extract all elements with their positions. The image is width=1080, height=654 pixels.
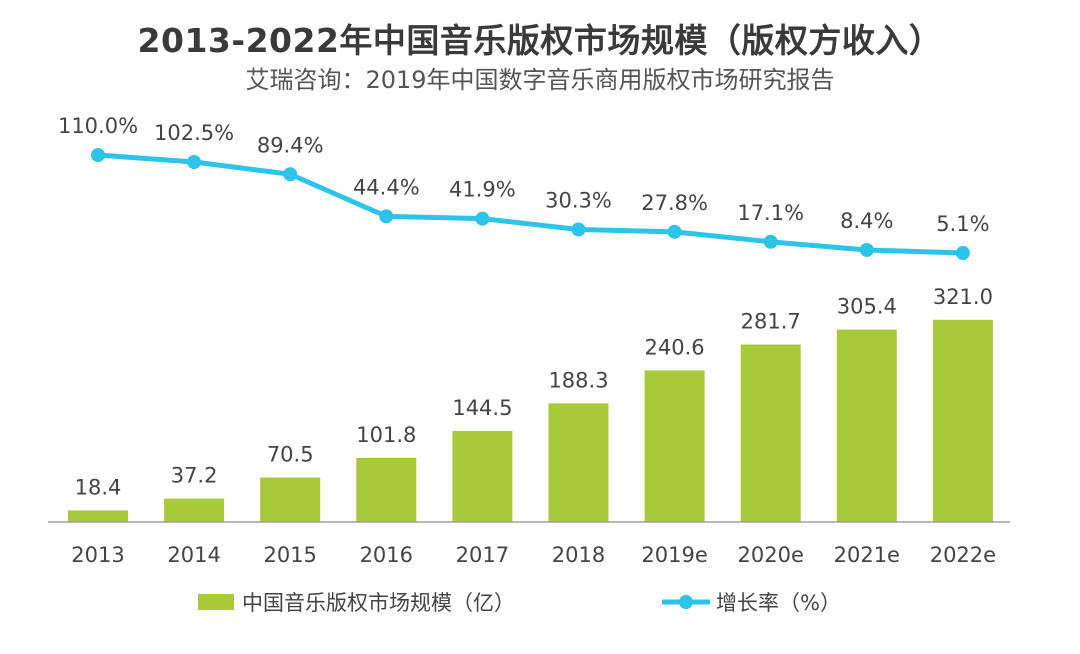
legend-bar-swatch bbox=[198, 594, 234, 610]
growth-point-2013 bbox=[91, 148, 105, 162]
bar-2019e bbox=[644, 370, 705, 522]
x-tick-2014: 2014 bbox=[167, 543, 220, 567]
growth-line bbox=[95, 152, 966, 256]
growth-label-2020e: 17.1% bbox=[737, 201, 804, 225]
bar-2022e bbox=[932, 319, 993, 522]
x-tick-2016: 2016 bbox=[360, 543, 413, 567]
x-tick-2013: 2013 bbox=[71, 543, 124, 567]
x-tick-2018: 2018 bbox=[552, 543, 605, 567]
legend-line-marker bbox=[679, 595, 693, 609]
growth-label-2018: 30.3% bbox=[545, 188, 612, 212]
growth-label-2019e: 27.8% bbox=[641, 191, 708, 215]
bar-2015 bbox=[260, 477, 321, 522]
bar-2020e bbox=[740, 344, 801, 522]
x-tick-2020e: 2020e bbox=[738, 543, 804, 567]
growth-line-series bbox=[91, 148, 970, 261]
bar-label-2019e: 240.6 bbox=[645, 335, 705, 359]
growth-point-2022e bbox=[955, 246, 970, 261]
x-axis-ticks: 2013 2014 2015 2016 2017 2018 2019e 2020e 2021e 2… bbox=[71, 543, 996, 567]
bar-2018 bbox=[548, 403, 609, 522]
growth-point-2014 bbox=[187, 155, 202, 170]
x-tick-2019e: 2019e bbox=[641, 543, 707, 567]
bar-label-2015: 70.5 bbox=[267, 443, 314, 467]
bar-label-2016: 101.8 bbox=[356, 423, 416, 447]
growth-point-2015 bbox=[283, 167, 298, 182]
growth-label-2013: 110.0% bbox=[58, 114, 138, 138]
legend: 中国音乐版权市场规模（亿） 增长率（%） bbox=[198, 591, 841, 615]
bar-label-2020e: 281.7 bbox=[741, 310, 801, 334]
growth-point-2018 bbox=[571, 222, 586, 237]
growth-label-2016: 44.4% bbox=[353, 175, 420, 199]
growth-value-labels: 110.0% 102.5% 89.4% 44.4% 41.9% 30.3% 27.8% 17.… bbox=[58, 114, 990, 236]
bar-2017 bbox=[452, 430, 513, 522]
x-tick-2015: 2015 bbox=[263, 543, 316, 567]
growth-label-2014: 102.5% bbox=[154, 121, 234, 145]
bar-value-labels: 18.4 37.2 70.5 101.8 144.5 188.3 240.6 281.7 305… bbox=[75, 285, 993, 500]
chart-title: 2013-2022年中国音乐版权市场规模（版权方收入） bbox=[137, 21, 943, 60]
growth-point-2016 bbox=[379, 209, 394, 224]
bar-label-2022e: 321.0 bbox=[933, 285, 993, 309]
growth-point-2020e bbox=[763, 234, 778, 249]
x-tick-2017: 2017 bbox=[456, 543, 509, 567]
growth-label-2021e: 8.4% bbox=[840, 209, 893, 233]
bar-label-2021e: 305.4 bbox=[837, 295, 897, 319]
bar-label-2014: 37.2 bbox=[171, 464, 218, 488]
growth-label-2015: 89.4% bbox=[257, 133, 324, 157]
bar-label-2017: 144.5 bbox=[452, 396, 512, 420]
chart-subtitle: 艾瑞咨询：2019年中国数字音乐商用版权市场研究报告 bbox=[245, 66, 835, 94]
growth-point-2017 bbox=[475, 211, 490, 226]
growth-label-2017: 41.9% bbox=[449, 178, 516, 202]
growth-label-2022e: 5.1% bbox=[936, 212, 989, 236]
bar-label-2013: 18.4 bbox=[75, 475, 122, 499]
growth-point-2021e bbox=[859, 242, 874, 257]
bar-2021e bbox=[836, 329, 897, 522]
bar-2014 bbox=[164, 498, 225, 522]
bar-2016 bbox=[356, 457, 417, 522]
x-tick-2022e: 2022e bbox=[930, 543, 996, 567]
bar-series bbox=[68, 319, 993, 522]
bar-2013 bbox=[68, 510, 128, 522]
growth-point-2019e bbox=[667, 224, 682, 239]
bar-label-2018: 188.3 bbox=[548, 368, 608, 392]
legend-bar-label: 中国音乐版权市场规模（亿） bbox=[242, 591, 515, 615]
x-tick-2021e: 2021e bbox=[834, 543, 900, 567]
legend-line-label: 增长率（%） bbox=[716, 591, 841, 615]
